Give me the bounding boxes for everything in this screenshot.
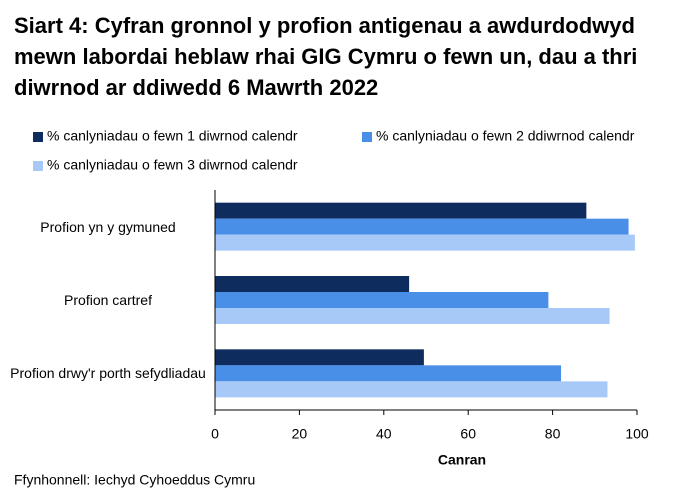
- legend-swatch: [362, 132, 372, 142]
- legend-label: % canlyniadau o fewn 2 ddiwrnod calendr: [376, 128, 635, 144]
- bar: [215, 202, 587, 219]
- legend-swatch: [33, 161, 43, 171]
- bar: [215, 308, 610, 324]
- category-label: Profion drwy'r porth sefydliadau: [10, 365, 206, 382]
- x-tick-label: 0: [211, 426, 219, 442]
- bar: [215, 365, 562, 382]
- x-tick-label: 20: [292, 426, 308, 442]
- bar: [215, 381, 608, 398]
- legend-swatch: [33, 132, 43, 142]
- bar: [215, 218, 629, 235]
- bar: [215, 292, 549, 308]
- x-tick-label: 60: [460, 426, 476, 442]
- category-label: Profion cartref: [64, 292, 152, 308]
- x-tick-label: 80: [545, 426, 561, 442]
- bar: [215, 234, 635, 251]
- bar: [215, 276, 410, 292]
- legend-label: % canlyniadau o fewn 1 diwrnod calendr: [47, 128, 298, 144]
- bar: [215, 349, 424, 366]
- chart-title: Siart 4: Cyfran gronnol y profion antige…: [14, 13, 638, 100]
- category-label: Profion yn y gymuned: [40, 218, 176, 235]
- x-axis-label: Canran: [438, 452, 486, 468]
- x-tick-label: 40: [376, 426, 392, 442]
- x-tick-label: 100: [625, 426, 649, 442]
- source: Ffynhonnell: Iechyd Cyhoeddus Cymru: [14, 472, 255, 488]
- legend-label: % canlyniadau o fewn 3 diwrnod calendr: [47, 157, 298, 173]
